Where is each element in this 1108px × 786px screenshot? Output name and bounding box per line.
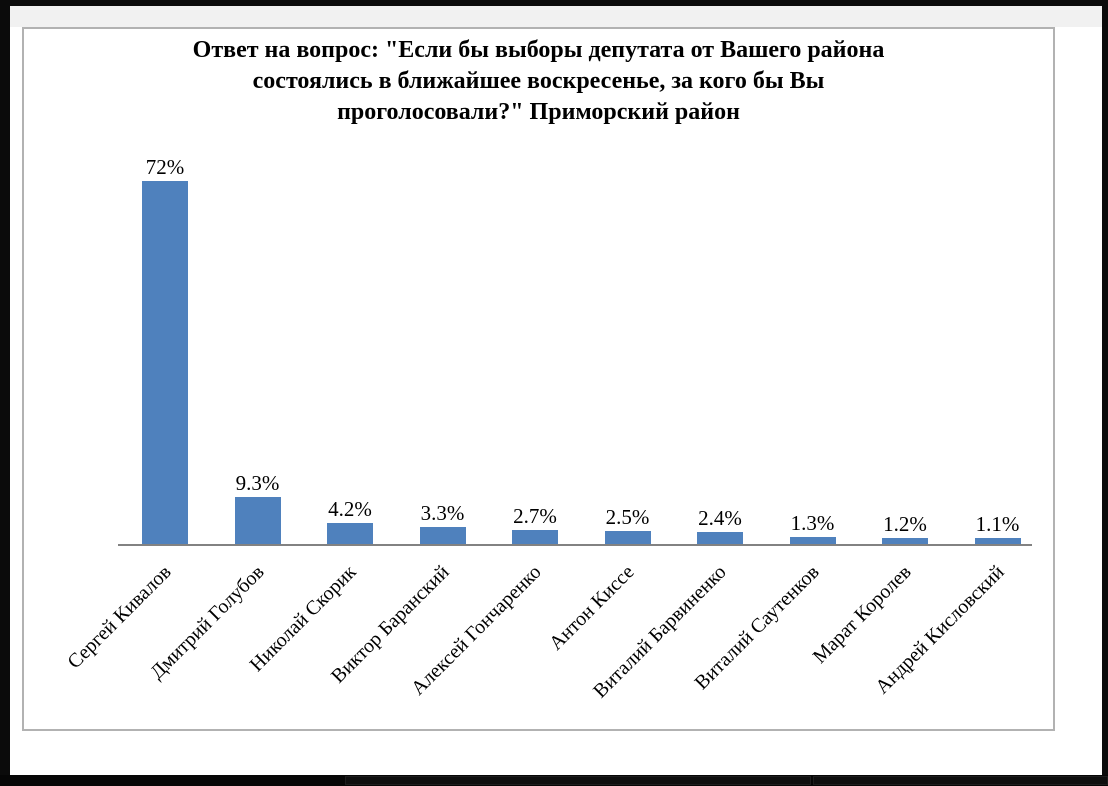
- category-label: Антон Киссе: [544, 561, 639, 655]
- category-label: Виталий Барвиненко: [589, 561, 731, 703]
- bar: [419, 527, 466, 544]
- bar-value-label: 1.2%: [883, 512, 927, 536]
- bar-value-label: 1.1%: [975, 512, 1020, 536]
- screen-edge-left: [0, 0, 10, 786]
- bar: [142, 181, 188, 544]
- bar: [512, 530, 558, 544]
- chart-title: Ответ на вопрос: "Если бы выборы депутат…: [24, 35, 1053, 128]
- bar-value-label: 1.3%: [790, 511, 835, 535]
- bar-value-label: 3.3%: [420, 501, 465, 525]
- taskbar-item: [345, 776, 811, 785]
- page-top-band: [10, 6, 1102, 27]
- chart-frame: Ответ на вопрос: "Если бы выборы депутат…: [22, 27, 1055, 731]
- chart-title-line-1: Ответ на вопрос: "Если бы выборы депутат…: [192, 37, 885, 63]
- screen-edge-top: [0, 0, 1108, 6]
- category-label: Дмитрий Голубов: [145, 561, 269, 684]
- bar-value-label: 2.5%: [605, 505, 650, 529]
- bar: [604, 531, 651, 544]
- bar-value-label: 72%: [145, 155, 185, 179]
- taskbar-item: [813, 776, 1108, 785]
- plot-area: 72% Сергей Кивалов 9.3% Дмитрий Голубов 4.2%…: [24, 29, 1053, 729]
- bar: [327, 523, 373, 544]
- bar: [974, 538, 1021, 544]
- chart-title-line-3: проголосовали?" Приморский район: [337, 99, 740, 125]
- taskbar-strip: [0, 775, 1108, 786]
- category-label: Марат Королев: [808, 561, 916, 668]
- bar-value-label: 2.4%: [698, 506, 742, 530]
- category-label: Сергей Кивалов: [63, 561, 176, 674]
- bar-value-label: 4.2%: [328, 497, 372, 521]
- bar: [882, 538, 928, 544]
- chart-title-line-2: состоялись в ближайшее воскресенье, за к…: [252, 68, 825, 94]
- category-label: Алексей Гончаренко: [406, 561, 546, 700]
- category-label: Андрей Кисловский: [870, 561, 1009, 699]
- bar: [234, 497, 281, 544]
- category-label: Николай Скорик: [245, 561, 361, 676]
- category-label: Виталий Саутенков: [690, 561, 824, 695]
- bar-value-label: 2.7%: [513, 504, 557, 528]
- bar-value-label: 9.3%: [235, 471, 280, 495]
- bar: [789, 537, 836, 544]
- bar: [697, 532, 743, 544]
- x-axis-line: [118, 544, 1032, 546]
- screen-edge-right: [1102, 0, 1108, 786]
- category-label: Виктор Баранский: [326, 561, 454, 688]
